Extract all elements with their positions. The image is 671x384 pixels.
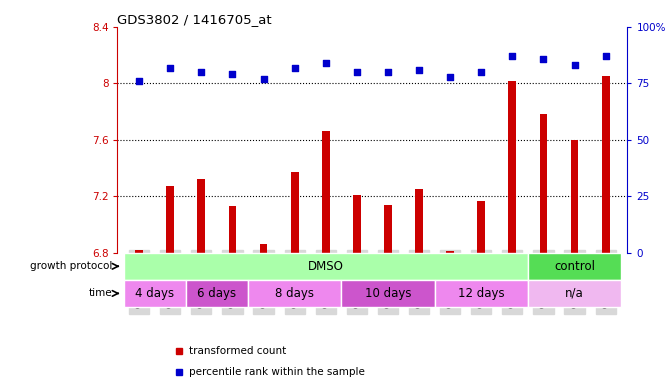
Text: time: time <box>89 288 112 298</box>
Bar <box>136 250 143 253</box>
Text: GDS3802 / 1416705_at: GDS3802 / 1416705_at <box>117 13 272 26</box>
Bar <box>528 280 621 307</box>
Text: transformed count: transformed count <box>189 346 286 356</box>
Point <box>382 69 393 75</box>
Bar <box>260 244 268 253</box>
Text: control: control <box>554 260 595 273</box>
Point <box>289 65 300 71</box>
Bar <box>197 179 205 253</box>
Bar <box>528 253 621 280</box>
Text: percentile rank within the sample: percentile rank within the sample <box>189 367 365 377</box>
Point <box>507 53 518 59</box>
Bar <box>123 253 528 280</box>
Text: 8 days: 8 days <box>275 287 314 300</box>
Bar <box>166 186 174 253</box>
Bar <box>248 280 342 307</box>
Bar <box>291 172 299 253</box>
Point <box>320 60 331 66</box>
Point <box>258 76 269 82</box>
Text: DMSO: DMSO <box>308 260 344 273</box>
Point <box>601 53 611 59</box>
Text: 10 days: 10 days <box>365 287 411 300</box>
Point <box>134 78 144 84</box>
Text: n/a: n/a <box>565 287 584 300</box>
Bar <box>123 280 186 307</box>
Text: 12 days: 12 days <box>458 287 505 300</box>
Point <box>352 69 362 75</box>
Bar <box>435 280 528 307</box>
Bar <box>186 280 248 307</box>
Point <box>196 69 207 75</box>
Bar <box>570 140 578 253</box>
Point <box>476 69 486 75</box>
Point <box>414 67 425 73</box>
Bar <box>353 195 361 253</box>
Bar <box>229 206 236 253</box>
Bar <box>477 200 485 253</box>
Bar <box>509 81 516 253</box>
Bar <box>342 280 435 307</box>
Bar <box>415 189 423 253</box>
Point <box>569 62 580 68</box>
Point <box>538 55 549 61</box>
Bar <box>384 205 392 253</box>
Bar <box>322 131 329 253</box>
Point <box>165 65 176 71</box>
Point <box>227 71 238 78</box>
Bar <box>446 252 454 253</box>
Text: 4 days: 4 days <box>135 287 174 300</box>
Text: growth protocol: growth protocol <box>30 262 112 271</box>
Text: 6 days: 6 days <box>197 287 236 300</box>
Bar <box>539 114 548 253</box>
Point <box>445 73 456 79</box>
Bar <box>602 76 609 253</box>
